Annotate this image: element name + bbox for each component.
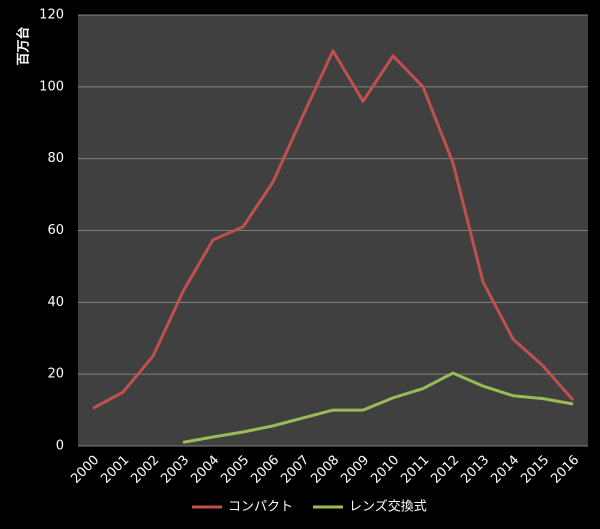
x-tick-label: 2002 (128, 453, 162, 487)
y-tick-label: 60 (47, 223, 64, 238)
x-tick-label: 2008 (308, 453, 342, 487)
y-tick-label: 100 (39, 79, 64, 94)
x-tick-label: 2005 (218, 453, 252, 487)
legend-label: コンパクト (228, 500, 293, 515)
x-tick-label: 2004 (188, 453, 222, 487)
series-line (92, 49, 575, 410)
x-tick-label: 2000 (68, 453, 102, 487)
legend-label: レンズ交換式 (349, 499, 427, 515)
y-tick-label: 120 (39, 8, 64, 23)
x-tick-label: 2014 (488, 453, 522, 487)
x-tick-label: 2001 (98, 453, 132, 487)
x-tick-label: 2013 (458, 453, 492, 487)
y-tick-label: 40 (47, 295, 64, 310)
x-tick-label: 2015 (518, 453, 552, 487)
x-tick-label: 2003 (158, 453, 192, 487)
x-tick-label: 2009 (338, 453, 372, 487)
series-line (182, 371, 574, 444)
x-tick-label: 2006 (248, 453, 282, 487)
x-tick-label: 2016 (548, 453, 582, 487)
x-tick-label: 2010 (368, 453, 402, 487)
y-axis-label: 百万台 (16, 26, 32, 65)
x-tick-label: 2011 (398, 453, 432, 487)
y-tick-label: 80 (47, 151, 64, 166)
y-tick-label: 20 (47, 367, 64, 382)
x-tick-label: 2012 (428, 453, 462, 487)
x-tick-label: 2007 (278, 453, 312, 487)
y-tick-label: 0 (56, 439, 64, 454)
